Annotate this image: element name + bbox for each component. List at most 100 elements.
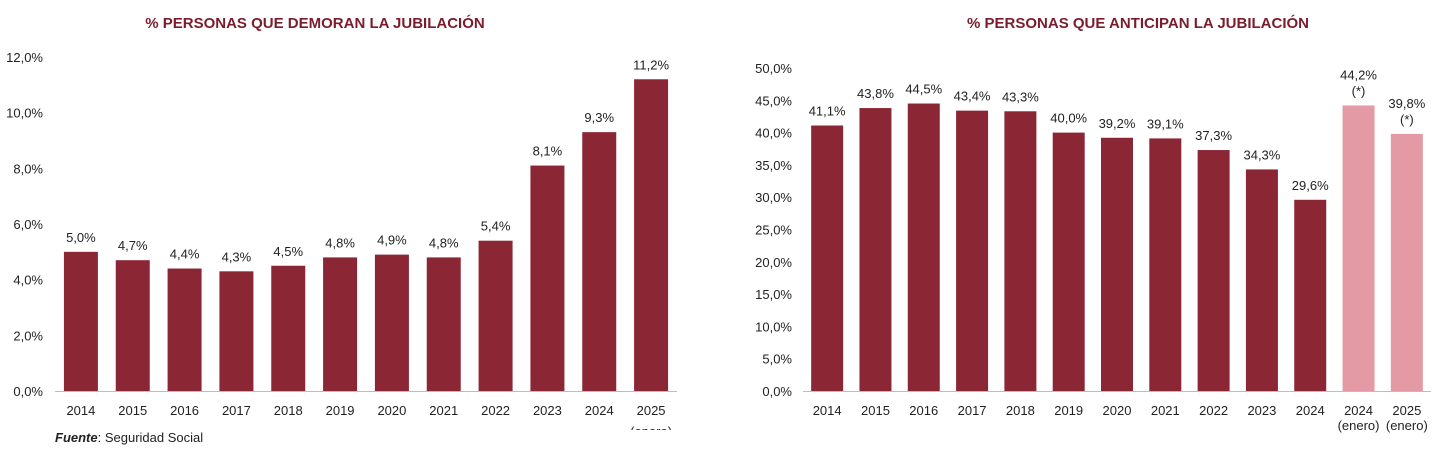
x-tick-label: 2015: [861, 403, 890, 418]
y-tick-label: 50,0%: [755, 61, 792, 76]
source-text: : Seguridad Social: [97, 430, 204, 445]
bar: [1197, 150, 1230, 391]
bar: [582, 132, 617, 391]
x-tick-label: 2024: [1296, 403, 1325, 418]
x-tick-label: 2025: [637, 403, 666, 418]
x-tick-sublabel: (enero): [1386, 418, 1428, 433]
x-tick-label: 2014: [66, 403, 95, 418]
y-tick-label: 20,0%: [755, 255, 792, 270]
data-label: 4,9%: [377, 233, 407, 248]
bar: [1149, 138, 1182, 391]
bar: [859, 108, 892, 391]
x-tick-label: 2018: [274, 403, 303, 418]
x-tick-label: 2017: [222, 403, 251, 418]
data-label: 5,0%: [66, 230, 96, 245]
bar: [634, 79, 669, 392]
y-tick-label: 5,0%: [762, 352, 792, 367]
chart-demoran-jubilacion: % PERSONAS QUE DEMORAN LA JUBILACIÓN 0,0%…: [6, 14, 677, 430]
x-tick-sublabel: (enero): [1338, 418, 1380, 433]
y-tick-label: 10,0%: [6, 106, 43, 121]
data-label: 39,1%: [1147, 116, 1184, 131]
y-tick-label: 4,0%: [13, 273, 43, 288]
x-tick-label: 2016: [170, 403, 199, 418]
bar: [478, 240, 513, 391]
bar: [167, 268, 202, 391]
y-tick-label: 40,0%: [755, 126, 792, 141]
x-tick-label: 2024: [585, 403, 614, 418]
data-label: 44,2%: [1340, 67, 1377, 82]
chart-title: % PERSONAS QUE DEMORAN LA JUBILACIÓN: [145, 14, 484, 32]
bar: [115, 260, 150, 391]
x-tick-label: 2020: [1103, 403, 1132, 418]
bar: [323, 257, 358, 391]
data-label: 4,4%: [170, 247, 200, 262]
data-label: 8,1%: [533, 144, 563, 159]
bar: [1004, 111, 1037, 392]
bar: [1390, 133, 1423, 391]
y-tick-label: 10,0%: [755, 319, 792, 334]
x-tick-label: 2024: [1344, 403, 1373, 418]
data-label: 4,8%: [325, 235, 355, 250]
y-tick-label: 2,0%: [13, 328, 43, 343]
data-label: 4,7%: [118, 238, 148, 253]
chart-anticipan-jubilacion: % PERSONAS QUE ANTICIPAN LA JUBILACIÓN 0,…: [755, 14, 1431, 433]
data-label: 5,4%: [481, 219, 511, 234]
bar: [219, 271, 254, 391]
bar: [956, 110, 989, 392]
chart-title: % PERSONAS QUE ANTICIPAN LA JUBILACIÓN: [967, 14, 1309, 32]
x-tick-label: 2017: [958, 403, 987, 418]
data-label-note: (*): [1400, 112, 1414, 127]
x-tick-label: 2019: [1054, 403, 1083, 418]
bar: [426, 257, 461, 391]
data-label: 11,2%: [633, 57, 669, 72]
x-tick-label: 2018: [1006, 403, 1035, 418]
bar: [811, 125, 844, 391]
x-tick-label: 2025: [1392, 403, 1421, 418]
bar: [907, 103, 940, 391]
source-note: Fuente: Seguridad Social: [55, 430, 203, 445]
x-tick-label: 2023: [533, 403, 562, 418]
data-label: 4,5%: [273, 244, 303, 259]
data-label: 39,8%: [1388, 96, 1425, 111]
source-label: Fuente: [55, 430, 98, 445]
data-label: 9,3%: [584, 110, 614, 125]
data-label: 41,1%: [809, 103, 846, 118]
bar: [63, 251, 98, 391]
y-tick-label: 6,0%: [13, 217, 43, 232]
x-tick-label: 2015: [118, 403, 147, 418]
bar: [1101, 137, 1133, 391]
y-tick-label: 12,0%: [6, 50, 43, 65]
data-label: 43,3%: [1002, 89, 1039, 104]
y-tick-label: 35,0%: [755, 158, 792, 173]
x-tick-label: 2021: [1151, 403, 1180, 418]
x-tick-label: 2016: [909, 403, 938, 418]
y-tick-label: 0,0%: [13, 384, 43, 399]
x-tick-label: 2020: [377, 403, 406, 418]
data-label: 37,3%: [1195, 128, 1232, 143]
bar: [530, 165, 565, 391]
data-label-note: (*): [1352, 83, 1366, 98]
data-label: 34,3%: [1243, 147, 1280, 162]
bar: [1245, 169, 1278, 391]
y-tick-label: 8,0%: [13, 161, 43, 176]
y-tick-label: 0,0%: [762, 384, 792, 399]
bar: [271, 265, 306, 391]
data-label: 43,4%: [954, 89, 991, 104]
data-label: 40,0%: [1050, 111, 1087, 126]
bar: [1052, 132, 1085, 391]
data-label: 39,2%: [1099, 116, 1136, 131]
x-tick-label: 2022: [1199, 403, 1228, 418]
data-label: 29,6%: [1292, 178, 1329, 193]
x-tick-label: 2022: [481, 403, 510, 418]
data-label: 4,3%: [222, 249, 252, 264]
x-tick-label: 2014: [813, 403, 842, 418]
x-tick-label: 2023: [1247, 403, 1276, 418]
x-tick-sublabel: (enero): [630, 424, 672, 430]
data-label: 4,8%: [429, 235, 459, 250]
x-tick-label: 2021: [429, 403, 458, 418]
y-tick-label: 30,0%: [755, 190, 792, 205]
bar: [374, 254, 409, 391]
data-label: 44,5%: [905, 82, 942, 97]
bar: [1342, 105, 1375, 391]
